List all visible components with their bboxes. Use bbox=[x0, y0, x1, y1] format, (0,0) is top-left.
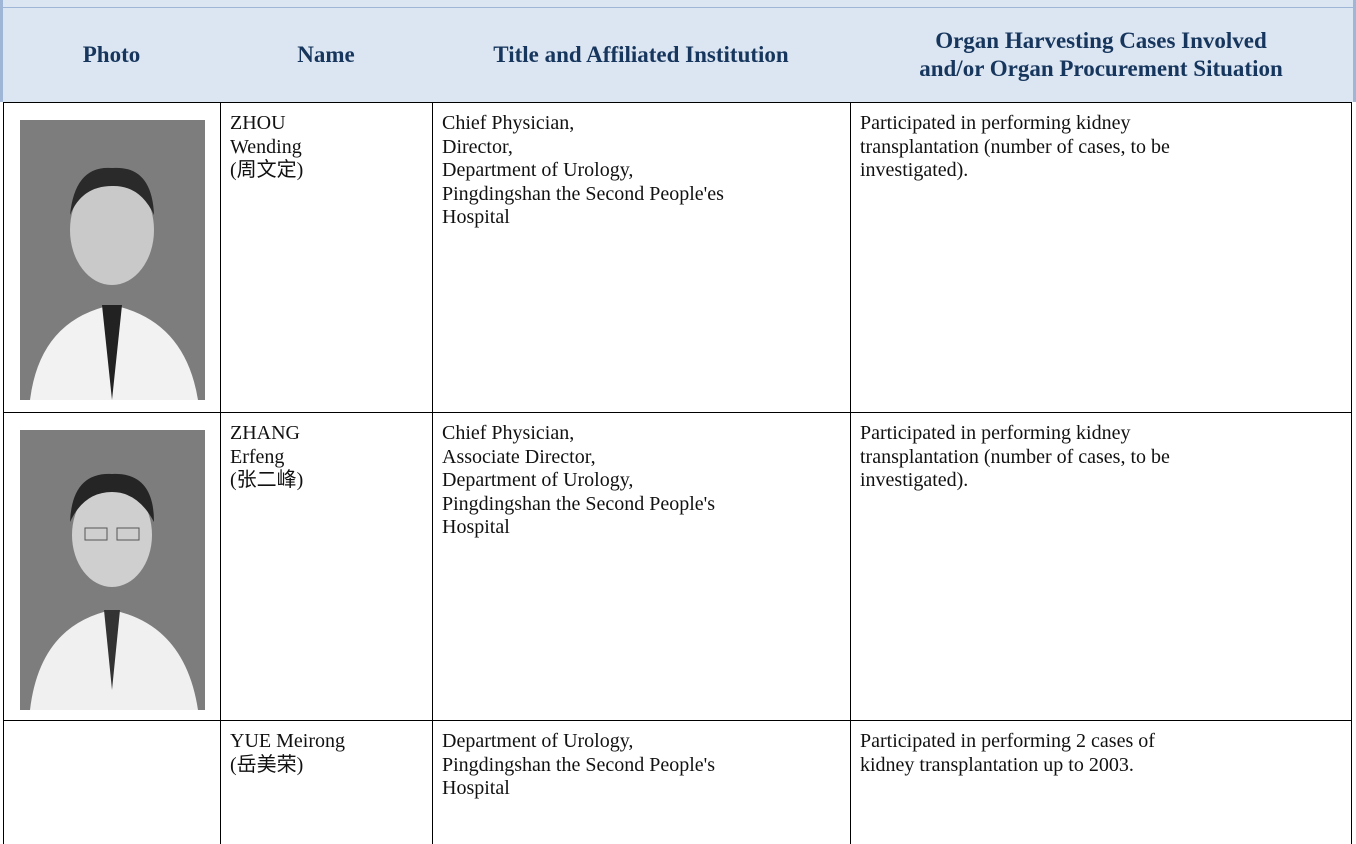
name-line: ZHANG bbox=[230, 422, 300, 444]
title-cell: Chief Physician, Associate Director, Depar… bbox=[432, 412, 850, 720]
header-text: Title and Affiliated Institution bbox=[493, 42, 789, 67]
cases-line: investigated). bbox=[860, 159, 969, 181]
cases-line: Participated in performing kidney bbox=[860, 422, 1131, 444]
title-line: Pingdingshan the Second People'es bbox=[442, 182, 724, 205]
title-line: Department of Urology, bbox=[442, 469, 634, 491]
name-line: Wending bbox=[230, 135, 302, 158]
column-border bbox=[1351, 102, 1352, 844]
column-border bbox=[850, 102, 851, 844]
title-line: Hospital bbox=[442, 516, 510, 538]
header-text: and/or Organ Procurement Situation bbox=[919, 56, 1283, 81]
title-line: Department of Urology, bbox=[442, 730, 634, 752]
row-border bbox=[3, 412, 1352, 413]
cases-cell: Participated in performing kidney transpl… bbox=[850, 412, 1352, 720]
name-line: (张二峰) bbox=[230, 469, 304, 491]
header-band bbox=[0, 0, 1356, 102]
name-line: ZHOU bbox=[230, 112, 286, 134]
cases-line: Participated in performing kidney bbox=[860, 112, 1131, 134]
header-cell: Organ Harvesting Cases Involved and/or Or… bbox=[850, 8, 1352, 102]
cases-line: transplantation (number of cases, to be bbox=[860, 135, 1170, 158]
band-divider bbox=[0, 7, 1356, 8]
row-border bbox=[3, 720, 1352, 721]
photo bbox=[20, 430, 205, 710]
column-border bbox=[432, 102, 433, 844]
title-line: Chief Physician, bbox=[442, 422, 575, 444]
cases-cell: Participated in performing kidney transpl… bbox=[850, 102, 1352, 412]
title-line: Associate Director, bbox=[442, 445, 596, 468]
title-line: Director, bbox=[442, 135, 513, 158]
header-cell: Title and Affiliated Institution bbox=[432, 8, 850, 102]
cases-line: investigated). bbox=[860, 469, 969, 491]
title-line: Hospital bbox=[442, 206, 510, 228]
name-cell: ZHOU Wending (周文定) bbox=[220, 102, 432, 412]
photo bbox=[20, 120, 205, 400]
header-text: Name bbox=[297, 42, 355, 67]
title-line: Chief Physician, bbox=[442, 112, 575, 134]
title-line: Hospital bbox=[442, 777, 510, 799]
name-line: Erfeng bbox=[230, 445, 285, 468]
header-text: Organ Harvesting Cases Involved bbox=[935, 28, 1267, 53]
cases-line: transplantation (number of cases, to be bbox=[860, 445, 1170, 468]
name-line: (周文定) bbox=[230, 159, 304, 181]
row-border bbox=[3, 102, 1352, 103]
column-border bbox=[3, 102, 4, 844]
title-line: Pingdingshan the Second People's bbox=[442, 753, 716, 776]
title-line: Department of Urology, bbox=[442, 159, 634, 181]
cases-line: kidney transplantation up to 2003. bbox=[860, 753, 1134, 776]
name-line: (岳美荣) bbox=[230, 753, 304, 776]
column-border bbox=[220, 102, 221, 844]
header-text: Photo bbox=[82, 42, 141, 67]
portrait bbox=[30, 473, 198, 710]
name-cell: YUE Meirong (岳美荣) bbox=[220, 720, 432, 844]
header-cell: Photo bbox=[3, 8, 220, 102]
cases-line: Participated in performing 2 cases of bbox=[860, 730, 1155, 752]
portrait bbox=[30, 167, 198, 400]
header-cell: Name bbox=[220, 8, 432, 102]
name-cell: ZHANG Erfeng (张二峰) bbox=[220, 412, 432, 720]
title-cell: Chief Physician, Director, Department of U… bbox=[432, 102, 850, 412]
cases-cell: Participated in performing 2 cases of kid… bbox=[850, 720, 1352, 844]
name-line: YUE Meirong bbox=[230, 730, 345, 752]
title-line: Pingdingshan the Second People's bbox=[442, 492, 716, 515]
title-cell: Department of Urology, Pingdingshan the S… bbox=[432, 720, 850, 844]
